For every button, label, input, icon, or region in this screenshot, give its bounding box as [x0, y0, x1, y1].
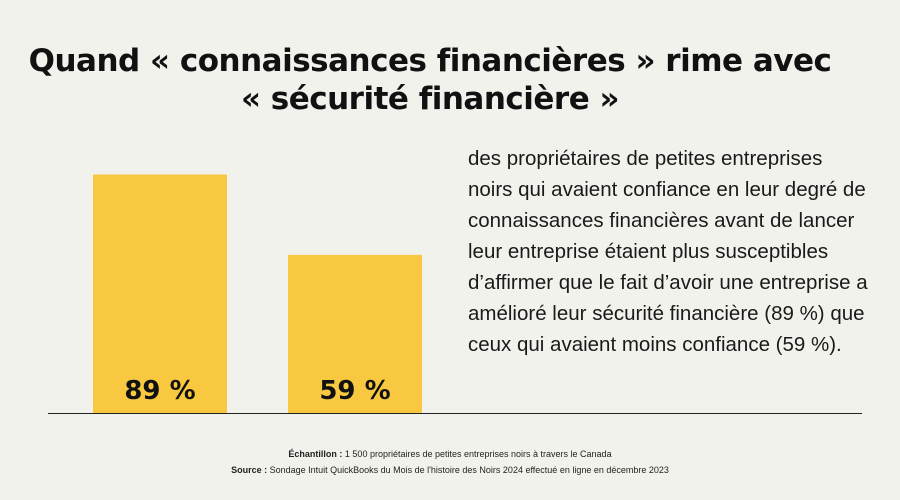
chart-title: Quand « connaissances financières » rime… [0, 42, 860, 118]
sample-footnote: Échantillon : 1 500 propriétaires de pet… [0, 449, 900, 459]
source-text: Sondage Intuit QuickBooks du Mois de l'h… [267, 465, 669, 475]
title-line-2: « sécurité financière » [240, 81, 620, 117]
title-line-1: Quand « connaissances financières » rime… [28, 43, 832, 79]
bar-2 [288, 254, 422, 413]
source-footnote: Source : Sondage Intuit QuickBooks du Mo… [0, 465, 900, 475]
sample-label: Échantillon : [288, 449, 343, 459]
source-label: Source : [231, 465, 268, 475]
sample-text: 1 500 propriétaires de petites entrepris… [342, 449, 612, 459]
bar-1 [93, 174, 227, 413]
bar-value-label-1: 89 % [124, 376, 195, 406]
bar-value-label-2: 59 % [319, 376, 390, 406]
chart-description: des propriétaires de petites entreprises… [468, 147, 868, 356]
